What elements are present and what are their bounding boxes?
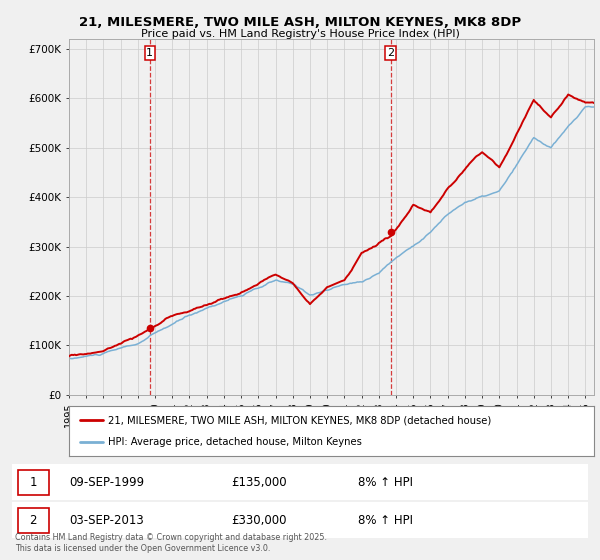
Text: 8% ↑ HPI: 8% ↑ HPI <box>358 475 413 489</box>
Text: £330,000: £330,000 <box>231 514 286 527</box>
Text: 2: 2 <box>29 514 37 527</box>
Text: 1: 1 <box>146 48 153 58</box>
Text: Contains HM Land Registry data © Crown copyright and database right 2025.
This d: Contains HM Land Registry data © Crown c… <box>15 533 327 553</box>
Text: £135,000: £135,000 <box>231 475 287 489</box>
FancyBboxPatch shape <box>18 508 49 533</box>
Text: 21, MILESMERE, TWO MILE ASH, MILTON KEYNES, MK8 8DP: 21, MILESMERE, TWO MILE ASH, MILTON KEYN… <box>79 16 521 29</box>
Text: 2: 2 <box>387 48 394 58</box>
Text: 09-SEP-1999: 09-SEP-1999 <box>70 475 145 489</box>
Text: 8% ↑ HPI: 8% ↑ HPI <box>358 514 413 527</box>
Text: 1: 1 <box>29 475 37 489</box>
Text: 21, MILESMERE, TWO MILE ASH, MILTON KEYNES, MK8 8DP (detached house): 21, MILESMERE, TWO MILE ASH, MILTON KEYN… <box>109 415 491 425</box>
FancyBboxPatch shape <box>18 470 49 494</box>
Text: 03-SEP-2013: 03-SEP-2013 <box>70 514 145 527</box>
Text: HPI: Average price, detached house, Milton Keynes: HPI: Average price, detached house, Milt… <box>109 437 362 447</box>
Text: Price paid vs. HM Land Registry's House Price Index (HPI): Price paid vs. HM Land Registry's House … <box>140 29 460 39</box>
